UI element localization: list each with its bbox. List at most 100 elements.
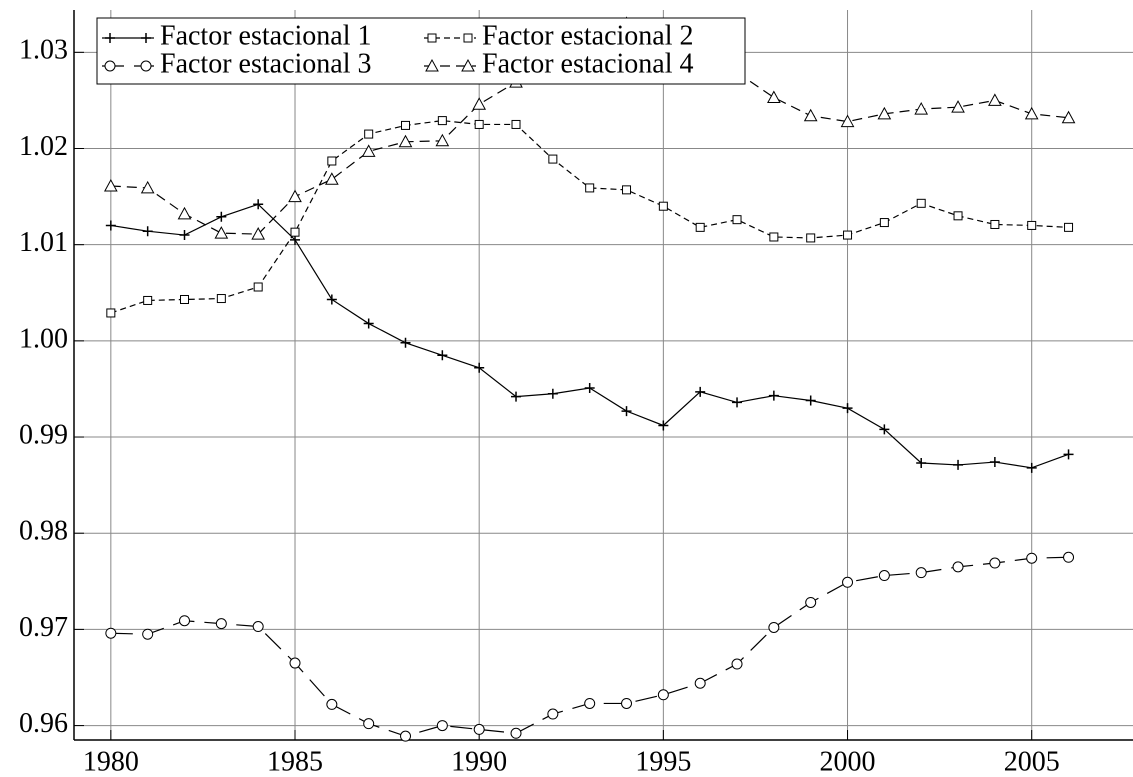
legend-marker: [104, 60, 116, 72]
marker: [143, 295, 153, 305]
legend-label: Factor estacional 2: [482, 20, 693, 51]
marker: [768, 390, 779, 401]
marker: [548, 154, 558, 164]
legend-label: Factor estacional 3: [160, 48, 371, 79]
marker: [1027, 220, 1037, 230]
legend-box: [96, 17, 746, 85]
marker: [435, 133, 450, 147]
marker: [951, 100, 965, 113]
marker: [253, 282, 263, 292]
marker: [914, 102, 929, 115]
legend-marker: [461, 58, 475, 72]
legend-marker: [141, 33, 151, 43]
y-tick-label: 1.03: [19, 35, 68, 66]
y-tick-label: 1.01: [19, 227, 68, 258]
marker: [732, 397, 743, 408]
marker: [879, 424, 890, 435]
marker: [216, 211, 227, 222]
marker: [179, 230, 190, 241]
marker: [988, 93, 1002, 106]
legend-marker: [105, 33, 115, 43]
marker: [142, 226, 153, 237]
marker: [105, 220, 116, 231]
x-tick-label: 2005: [1004, 746, 1060, 777]
marker: [363, 318, 374, 329]
marker: [177, 206, 192, 220]
marker: [216, 294, 226, 304]
marker: [473, 723, 485, 735]
marker: [916, 458, 927, 469]
marker: [989, 457, 1000, 468]
marker: [767, 90, 781, 104]
marker: [1063, 449, 1074, 460]
marker: [179, 615, 191, 627]
marker: [1024, 106, 1039, 120]
marker: [768, 621, 780, 633]
marker: [325, 172, 339, 185]
legend: Factor estacional 1 Factor estacional 2Fa…: [96, 17, 746, 85]
series-line: [110, 203, 1069, 469]
marker: [805, 596, 817, 608]
marker: [585, 183, 595, 193]
marker: [658, 201, 668, 211]
marker: [879, 218, 889, 228]
y-tick-label: 0.97: [19, 612, 68, 643]
marker: [180, 294, 190, 304]
marker: [511, 391, 522, 402]
marker: [1063, 551, 1075, 563]
marker: [510, 727, 522, 739]
marker: [805, 395, 816, 406]
marker: [1061, 110, 1076, 124]
marker: [474, 119, 484, 129]
marker: [842, 403, 853, 414]
marker: [806, 233, 816, 243]
marker: [215, 618, 227, 630]
marker: [363, 718, 375, 730]
marker: [252, 621, 264, 633]
marker: [1026, 552, 1038, 564]
x-tick-label: 1980: [83, 746, 139, 777]
marker: [915, 567, 927, 579]
series-line: [110, 120, 1069, 314]
marker: [878, 570, 890, 582]
marker: [769, 232, 779, 242]
marker: [214, 226, 229, 239]
marker: [658, 420, 669, 431]
marker: [288, 189, 302, 203]
marker: [989, 557, 1001, 569]
legend-marker: [140, 60, 152, 72]
marker: [621, 697, 633, 709]
marker: [953, 459, 964, 470]
marker: [547, 708, 559, 720]
series-line: [110, 556, 1069, 737]
marker: [842, 576, 854, 588]
marker: [695, 386, 706, 397]
marker: [327, 156, 337, 166]
marker: [105, 627, 117, 639]
marker: [952, 561, 964, 573]
marker: [140, 180, 155, 194]
marker: [326, 294, 337, 305]
marker: [289, 657, 301, 669]
marker: [142, 628, 154, 640]
legend-marker: [425, 58, 439, 72]
legend-marker: [463, 33, 473, 43]
y-tick-label: 0.99: [19, 419, 68, 450]
x-tick-label: 1995: [635, 746, 691, 777]
marker: [106, 308, 116, 318]
marker: [361, 144, 376, 157]
x-tick-label: 1985: [267, 746, 323, 777]
marker: [584, 697, 596, 709]
marker: [694, 677, 706, 689]
legend-label: Factor estacional 4: [482, 48, 693, 79]
marker: [732, 215, 742, 225]
legend-label: Factor estacional 1: [160, 20, 371, 51]
marker: [103, 178, 118, 192]
x-tick-label: 1990: [451, 746, 507, 777]
marker: [916, 198, 926, 208]
marker: [803, 108, 818, 122]
marker: [621, 406, 632, 417]
marker: [251, 227, 266, 240]
marker: [1064, 222, 1074, 232]
